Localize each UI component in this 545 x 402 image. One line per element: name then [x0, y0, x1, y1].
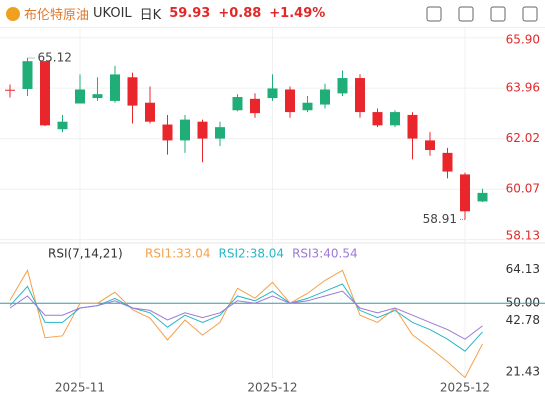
symbol-icon: [6, 6, 20, 21]
rsi-line: [9, 283, 483, 352]
x-tick-label: 2025-12: [247, 381, 297, 395]
candle-body: [57, 121, 68, 130]
y-tick-label: 21.43: [506, 364, 540, 378]
annotation: 65.12: [38, 51, 72, 65]
legend-entry: RSI1:33.04: [145, 247, 211, 261]
candle-body: [215, 127, 225, 139]
y-tick-label: 58.13: [506, 229, 540, 243]
candle-body: [127, 77, 138, 106]
candle-body: [75, 89, 85, 104]
y-tick-label: 42.78: [506, 313, 540, 327]
candle-body: [40, 61, 50, 126]
period[interactable]: 日K: [139, 8, 162, 23]
chart: RSI(7,14,21) 65.90 63.96 62.02 60.07 58.13 20…: [0, 28, 545, 395]
change: +0.88: [218, 6, 262, 21]
candle-body: [302, 102, 313, 111]
candle-body: [337, 78, 348, 94]
candle-body: [145, 102, 155, 122]
rsi-title: RSI(7,14,21): [48, 247, 123, 261]
x-tick-label: 2025-11: [55, 381, 105, 395]
candle-body: [197, 121, 208, 139]
tool-icons[interactable]: [425, 4, 545, 24]
candle-body: [232, 97, 243, 111]
change-pct: +1.49%: [269, 6, 326, 21]
annotation: 58.91: [423, 212, 457, 226]
x-tick-label: 2025-12: [440, 381, 490, 395]
candle-body: [355, 78, 365, 113]
legend-entry: RSI2:38.04: [219, 247, 285, 261]
candle-body: [92, 94, 103, 99]
candle-body: [22, 61, 33, 89]
symbol-name[interactable]: 布伦特原油: [24, 8, 90, 23]
legend-entry: RSI3:40.54: [292, 247, 358, 261]
candle-body: [250, 98, 260, 114]
candle-body: [180, 119, 190, 141]
candle-body: [267, 88, 278, 99]
candle-body: [425, 140, 435, 151]
y-tick-label: 62.02: [506, 131, 540, 145]
candle-body: [5, 89, 15, 91]
candle-body: [285, 89, 295, 113]
y-tick-label: 63.96: [506, 81, 540, 95]
candle-body: [110, 74, 120, 101]
price: 59.93: [169, 6, 211, 21]
toolbar: 布伦特原油 UKOIL 日K 59.93 +0.88 +1.49%: [0, 0, 545, 28]
y-tick-label: 64.13: [506, 262, 540, 276]
candle-body: [477, 192, 488, 202]
y-tick-label: 65.90: [506, 33, 540, 47]
y-tick-label: 60.07: [506, 182, 540, 196]
candle-body: [442, 152, 453, 172]
candle-body: [162, 124, 173, 141]
candle-body: [320, 89, 330, 105]
rsi-line: [9, 290, 483, 340]
candle-body: [372, 112, 383, 126]
rsi-line: [9, 269, 483, 379]
candle-body: [390, 112, 400, 126]
candle-body: [407, 114, 418, 139]
symbol-code[interactable]: UKOIL: [93, 6, 132, 21]
candle-body: [460, 174, 470, 212]
